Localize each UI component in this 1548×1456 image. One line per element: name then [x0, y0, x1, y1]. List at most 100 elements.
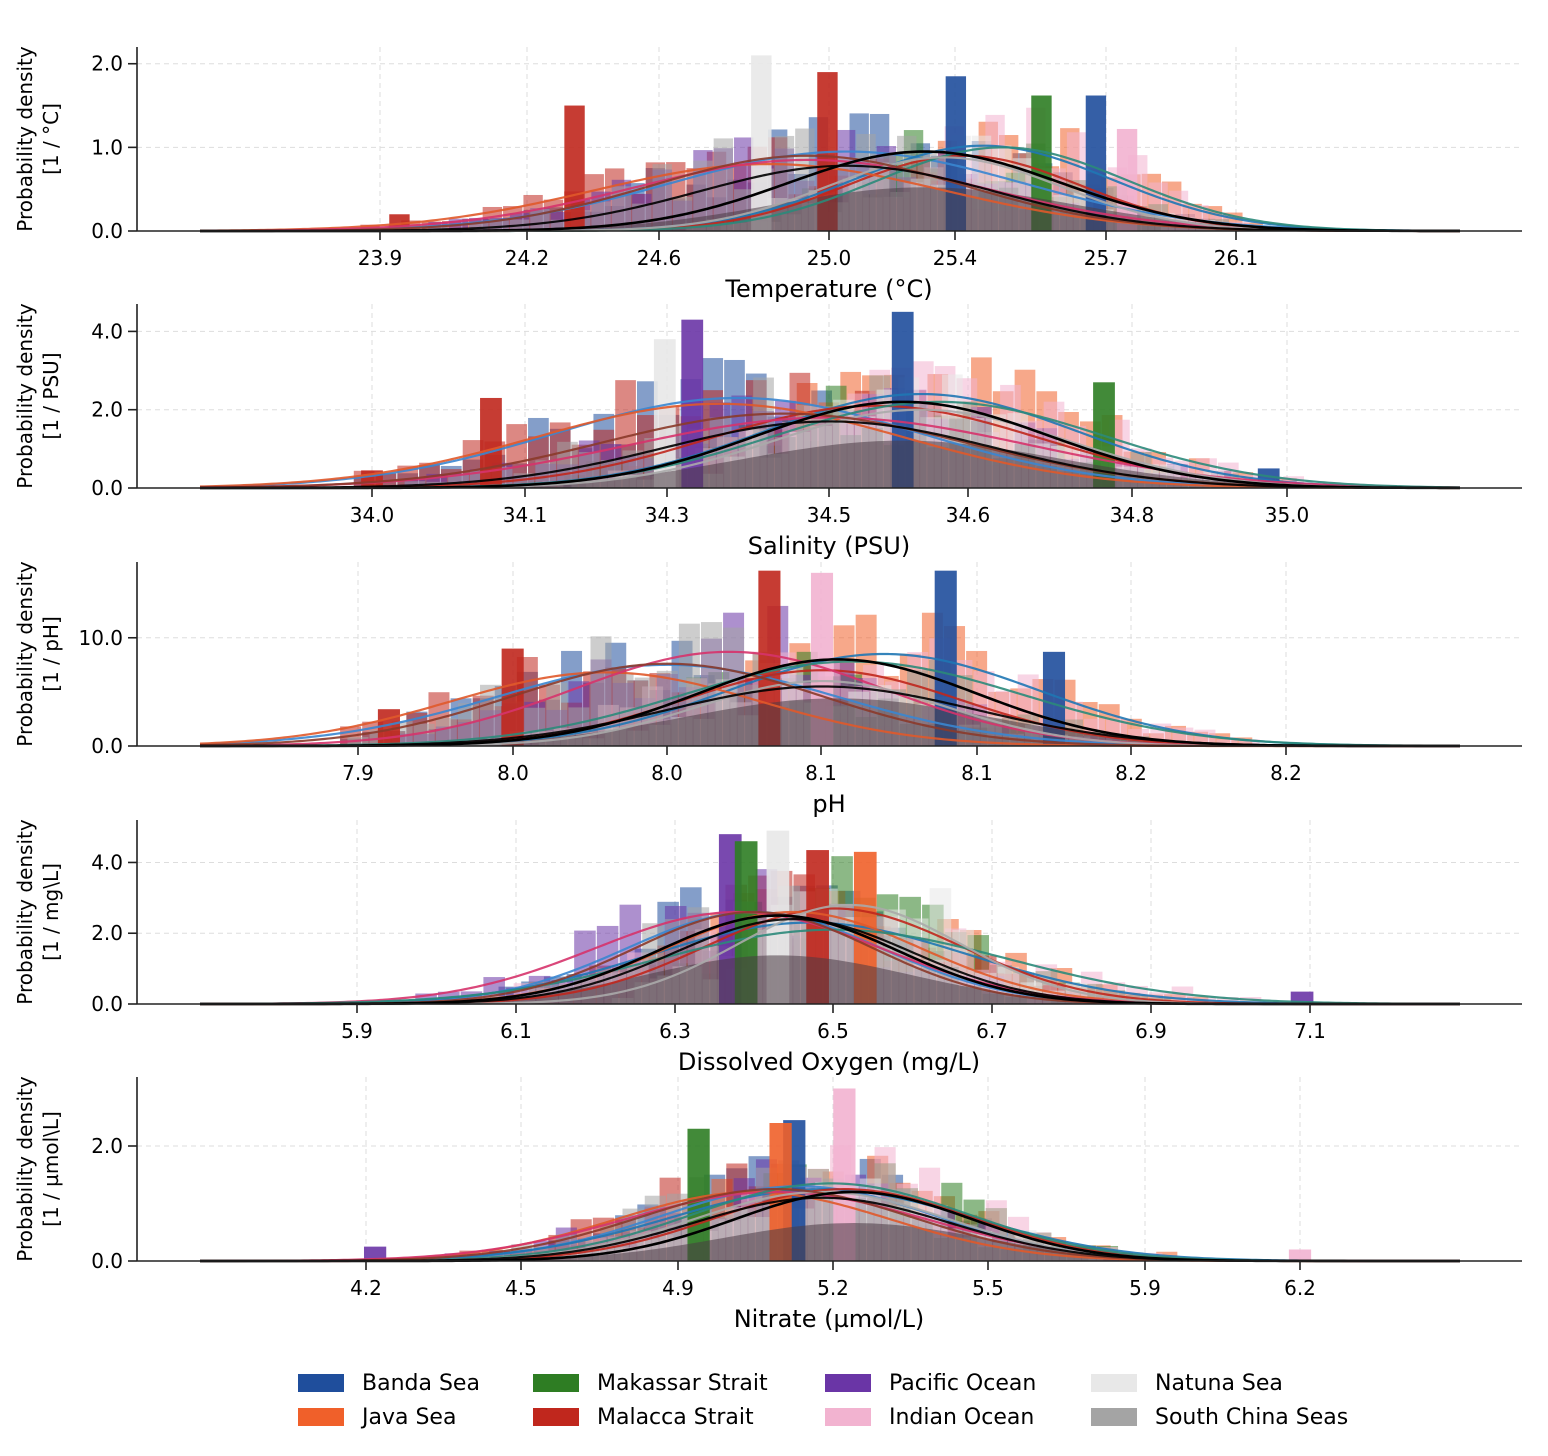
hist-bar-south-china-seas [469, 222, 489, 231]
y-axis-unit-label: [1 / °C] [39, 103, 63, 175]
legend-swatch-banda-sea [298, 1374, 344, 1392]
x-tick-label: 24.6 [637, 246, 682, 270]
x-axis-label: Salinity (PSU) [748, 532, 910, 560]
kde-line [199, 416, 1461, 489]
hist-bar-malacca-strait [501, 648, 524, 746]
histograms [200, 830, 1460, 1004]
legend-item: Indian Ocean [825, 1404, 1091, 1430]
hist-bar-south-china-seas [557, 441, 578, 488]
legend-item: Makassar Strait [533, 1370, 825, 1396]
hist-bar-indian-ocean [1148, 992, 1171, 1004]
x-axis-label: Nitrate (µmol/L) [734, 1305, 925, 1333]
overlap-shading [200, 1223, 1460, 1261]
y-axis-label: Probability density [13, 303, 37, 489]
legend-swatch-natuna-sea [1091, 1374, 1137, 1392]
x-tick-label: 25.4 [933, 246, 978, 270]
x-tick-label: 8.0 [651, 761, 683, 785]
hist-bar-south-china-seas [457, 703, 479, 746]
x-axis-label: Dissolved Oxygen (mg/L) [678, 1048, 980, 1076]
y-axis-label: Probability density [13, 819, 37, 1005]
hist-bar-pacific-ocean [363, 1246, 387, 1261]
y-tick-label: 4.0 [91, 319, 123, 343]
legend-label: Java Sea [362, 1404, 457, 1430]
x-tick-label: 34.5 [807, 503, 852, 527]
x-tick-label: 25.0 [807, 246, 852, 270]
x-tick-label: 26.1 [1214, 246, 1259, 270]
legend-item: Java Sea [298, 1404, 533, 1430]
y-tick-label: 1.0 [91, 135, 123, 159]
x-tick-label: 6.1 [500, 1019, 532, 1043]
y-tick-label: 0.0 [91, 1249, 123, 1273]
x-tick-label: 8.2 [1270, 761, 1302, 785]
legend-item: Malacca Strait [533, 1404, 825, 1430]
x-tick-label: 7.9 [342, 761, 374, 785]
hist-bar-south-china-seas [693, 160, 713, 231]
histograms [200, 311, 1460, 488]
legend-swatch-malacca-strait [533, 1408, 579, 1426]
hist-bar-south-china-seas [489, 219, 509, 231]
y-axis-unit-label: [1 / µmol\L] [39, 1111, 63, 1227]
legend: Banda Sea Makassar Strait Pacific Ocean … [298, 1370, 1391, 1430]
legend-label: Banda Sea [362, 1370, 480, 1396]
hist-bar-indian-ocean [1288, 1249, 1312, 1261]
y-tick-label: 2.0 [91, 52, 123, 76]
panel-temperature: 0.0 1.0 2.0 23.9 24.2 24.6 25.0 25.4 25.7 26.1 Tem… [13, 46, 1522, 303]
hist-bar-malacca-strait [564, 105, 585, 231]
hist-bar-south-china-seas [413, 723, 435, 746]
panel-salinity: 0.0 2.0 4.0 34.0 34.1 34.3 34.5 34.6 34.8 35.0 Sal… [13, 303, 1522, 560]
x-tick-label: 34.0 [350, 503, 395, 527]
x-tick-label: 8.2 [1115, 761, 1147, 785]
kde-line [199, 420, 1461, 490]
legend-item: Natuna Sea [1091, 1370, 1391, 1396]
legend-label: Makassar Strait [597, 1370, 768, 1396]
y-tick-label: 2.0 [91, 1134, 123, 1158]
x-tick-label: 35.0 [1265, 503, 1310, 527]
x-tick-label: 4.2 [350, 1276, 382, 1300]
legend-item: South China Seas [1091, 1404, 1391, 1430]
x-tick-label: 4.5 [505, 1276, 537, 1300]
overlap-shading [200, 698, 1460, 746]
kde-line [199, 660, 1461, 748]
y-tick-label: 0.0 [91, 734, 123, 758]
legend-swatch-south-china-seas [1091, 1408, 1137, 1426]
x-tick-label: 6.2 [1284, 1276, 1316, 1300]
x-tick-label: 4.9 [662, 1276, 694, 1300]
x-tick-label: 34.6 [946, 503, 991, 527]
figure: 0.0 1.0 2.0 23.9 24.2 24.6 25.0 25.4 25.7 26.1 Tem… [13, 46, 1522, 1333]
legend-label: Indian Ocean [889, 1404, 1035, 1430]
hist-bar-south-china-seas [435, 717, 457, 746]
y-tick-label: 2.0 [91, 398, 123, 422]
x-tick-label: 34.8 [1110, 503, 1155, 527]
x-tick-label: 25.7 [1084, 246, 1129, 270]
x-axis-label: pH [812, 790, 845, 818]
panel-dissolved_oxygen: 0.0 2.0 4.0 5.9 6.1 6.3 6.5 6.7 6.9 7.1 Dissolved … [13, 819, 1522, 1076]
y-axis-unit-label: [1 / PSU] [39, 352, 63, 439]
x-tick-label: 34.1 [503, 503, 548, 527]
hist-bar-indian-ocean [1238, 739, 1260, 746]
x-tick-label: 5.2 [817, 1276, 849, 1300]
x-tick-label: 24.2 [505, 246, 550, 270]
histograms [200, 55, 1460, 232]
x-tick-label: 5.5 [972, 1276, 1004, 1300]
y-axis-label: Probability density [13, 561, 37, 747]
hist-bar-indian-ocean [833, 1088, 856, 1261]
y-tick-label: 0.0 [91, 476, 123, 500]
x-tick-label: 8.1 [961, 761, 993, 785]
legend-item: Banda Sea [298, 1370, 533, 1396]
legend-label: Pacific Ocean [889, 1370, 1037, 1396]
legend-swatch-pacific-ocean [825, 1374, 871, 1392]
y-axis-unit-label: [1 / mg\L] [39, 863, 63, 961]
legend-item: Pacific Ocean [825, 1370, 1091, 1396]
y-tick-label: 4.0 [91, 850, 123, 874]
hist-bar-malacca-strait [480, 397, 502, 488]
legend-label: South China Seas [1155, 1404, 1349, 1430]
y-axis-label: Probability density [13, 1076, 37, 1262]
x-tick-label: 6.9 [1135, 1019, 1167, 1043]
hist-bar-makassar-strait [1031, 95, 1052, 231]
x-tick-label: 8.0 [497, 761, 529, 785]
y-axis-unit-label: [1 / pH] [39, 616, 63, 692]
hist-bar-south-china-seas [535, 460, 557, 488]
hist-bar-south-china-seas [591, 201, 611, 231]
y-tick-label: 2.0 [91, 921, 123, 945]
overlap-shading [200, 440, 1460, 488]
